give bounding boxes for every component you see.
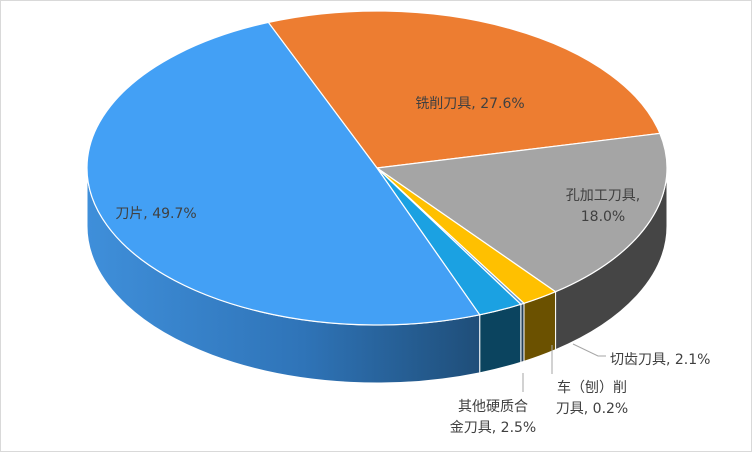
pie-sides: [86, 167, 668, 384]
data-label-1-line-1: 孔加工刀具,: [566, 188, 640, 204]
data-label-0: 铣削刀具, 27.6%: [415, 96, 524, 112]
slice-4-side: [479, 303, 522, 374]
data-label-1-line-2: 18.0%: [581, 209, 625, 225]
data-label-3-line-2: 刀具, 0.2%: [556, 401, 628, 417]
slice-0: [267, 10, 661, 169]
leader-lines: [522, 343, 606, 392]
slice-5: [86, 21, 481, 326]
leader-qiechi: [572, 343, 606, 357]
data-label-4-line-1: 其他硬质合: [458, 399, 528, 415]
data-label-3-line-1: 车（刨）削: [557, 379, 627, 396]
data-labels: 铣削刀具, 27.6% 孔加工刀具, 18.0% 切齿刀具, 2.1% 车（刨）削刀具,…: [115, 96, 710, 436]
data-label-4-line-2: 金刀具, 2.5%: [450, 420, 536, 436]
data-label-2: 切齿刀具, 2.1%: [610, 352, 710, 368]
slice-1: [375, 132, 668, 293]
pie-slices: [86, 10, 668, 326]
data-label-5: 刀片, 49.7%: [115, 206, 196, 222]
